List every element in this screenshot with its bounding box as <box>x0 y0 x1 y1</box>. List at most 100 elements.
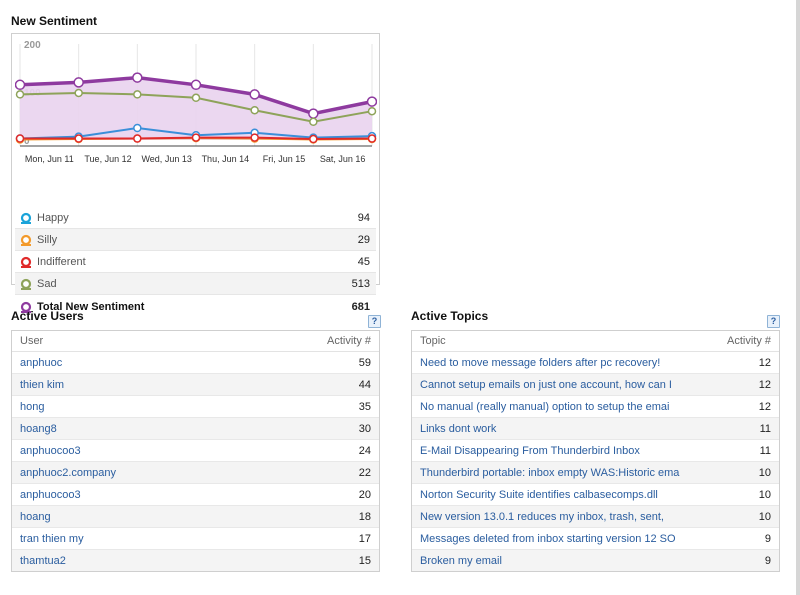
user-link[interactable]: hong <box>20 400 45 413</box>
topic-link[interactable]: Thunderbird portable: inbox empty WAS:Hi… <box>420 466 680 479</box>
legend-row[interactable]: Happy 94 <box>15 207 376 229</box>
activity-count: 18 <box>358 510 371 523</box>
data-point[interactable] <box>309 117 318 127</box>
data-point[interactable] <box>367 106 377 116</box>
activity-count: 30 <box>358 422 371 435</box>
activity-count: 20 <box>358 488 371 501</box>
data-point[interactable] <box>367 134 377 143</box>
table-row: No manual (really manual) option to setu… <box>412 396 779 418</box>
active-topics-help-icon[interactable]: ? <box>767 315 780 328</box>
activity-count: 17 <box>358 532 371 545</box>
table-row: hong 35 <box>12 396 379 418</box>
table-row: anphuocoo3 24 <box>12 440 379 462</box>
table-row: Links dont work 11 <box>412 418 779 440</box>
user-link[interactable]: anphuocoo3 <box>20 488 81 501</box>
data-point[interactable] <box>132 72 143 83</box>
activity-count: 9 <box>764 554 771 567</box>
user-link[interactable]: tran thien my <box>20 532 84 545</box>
data-point[interactable] <box>133 134 142 143</box>
topic-link[interactable]: E-Mail Disappearing From Thunderbird Inb… <box>420 444 640 457</box>
x-tick-label: Fri, Jun 15 <box>263 154 306 164</box>
user-link[interactable]: hoang <box>20 510 51 523</box>
active-topics-title: Active Topics <box>411 309 489 323</box>
legend-value: 45 <box>357 255 370 268</box>
column-header-activity[interactable]: Activity # <box>326 335 371 347</box>
data-point[interactable] <box>133 90 142 99</box>
legend-value: 29 <box>357 233 370 246</box>
series-marker-icon <box>15 301 37 313</box>
data-point[interactable] <box>309 134 318 144</box>
legend-label: Sad <box>37 277 57 290</box>
table-row: thien kim 44 <box>12 374 379 396</box>
topic-link[interactable]: New version 13.0.1 reduces my inbox, tra… <box>420 510 664 523</box>
column-header-user[interactable]: User <box>20 335 44 347</box>
user-link[interactable]: anphuocoo3 <box>20 444 81 457</box>
data-point[interactable] <box>74 88 83 98</box>
topic-link[interactable]: Links dont work <box>420 422 497 435</box>
x-tick-label: Thu, Jun 14 <box>202 154 250 164</box>
data-point[interactable] <box>308 108 319 119</box>
legend-label: Total New Sentiment <box>37 300 145 313</box>
data-point[interactable] <box>190 79 202 91</box>
table-header: Topic Activity # <box>412 331 779 352</box>
table-row: anphuocoo3 20 <box>12 484 379 506</box>
active-users-table: User Activity # anphuoc 59 thien kim 44 hong… <box>11 330 380 572</box>
data-point[interactable] <box>250 133 259 142</box>
topic-link[interactable]: Messages deleted from inbox starting ver… <box>420 532 676 545</box>
activity-count: 9 <box>764 532 771 545</box>
user-link[interactable]: thamtua2 <box>20 554 66 567</box>
user-link[interactable]: thien kim <box>20 378 65 391</box>
data-point[interactable] <box>250 105 259 115</box>
legend-value: 681 <box>351 300 370 313</box>
table-row: hoang 18 <box>12 506 379 528</box>
user-link[interactable]: anphuoc2.company <box>20 466 117 479</box>
table-row: E-Mail Disappearing From Thunderbird Inb… <box>412 440 779 462</box>
series-marker-icon <box>15 278 37 290</box>
table-row: Need to move message folders after pc re… <box>412 352 779 374</box>
data-point[interactable] <box>15 79 26 91</box>
window-scrollbar-edge <box>796 0 800 595</box>
activity-count: 35 <box>358 400 371 413</box>
data-point[interactable] <box>74 134 83 143</box>
activity-count: 59 <box>358 356 371 369</box>
topic-link[interactable]: Need to move message folders after pc re… <box>420 356 661 369</box>
users-rows: anphuoc 59 thien kim 44 hong 35 hoang8 30 anphuo… <box>12 352 379 571</box>
data-point[interactable] <box>191 133 201 142</box>
active-users-help-icon[interactable]: ? <box>368 315 381 328</box>
legend-value: 94 <box>357 211 370 224</box>
data-point[interactable] <box>366 96 377 107</box>
data-point[interactable] <box>249 89 260 100</box>
user-link[interactable]: anphuoc <box>20 356 63 369</box>
legend-row[interactable]: Sad 513 <box>15 273 376 295</box>
activity-count: 24 <box>358 444 371 457</box>
legend-row[interactable]: Silly 29 <box>15 229 376 251</box>
table-header: User Activity # <box>12 331 379 352</box>
data-point[interactable] <box>15 90 25 99</box>
activity-count: 10 <box>758 466 771 479</box>
data-point[interactable] <box>73 77 84 88</box>
active-users-title: Active Users <box>11 309 84 323</box>
topic-link[interactable]: Broken my email <box>420 554 502 567</box>
series-marker-icon <box>15 212 37 224</box>
activity-count: 22 <box>358 466 371 479</box>
column-header-topic[interactable]: Topic <box>420 335 446 347</box>
series-marker-icon <box>15 234 37 246</box>
data-point[interactable] <box>191 93 201 103</box>
data-point[interactable] <box>133 123 142 133</box>
table-row: Thunderbird portable: inbox empty WAS:Hi… <box>412 462 779 484</box>
active-topics-table: Topic Activity # Need to move message fo… <box>411 330 780 572</box>
activity-count: 10 <box>758 510 771 523</box>
data-point[interactable] <box>15 134 25 143</box>
legend-row[interactable]: Indifferent 45 <box>15 251 376 273</box>
legend-row-total[interactable]: Total New Sentiment 681 <box>15 295 376 318</box>
topic-link[interactable]: No manual (really manual) option to setu… <box>420 400 670 413</box>
activity-count: 12 <box>758 356 771 369</box>
column-header-activity[interactable]: Activity # <box>726 335 771 347</box>
topic-link[interactable]: Cannot setup emails on just one account,… <box>420 378 672 391</box>
topic-link[interactable]: Norton Security Suite identifies calbase… <box>420 488 658 501</box>
user-link[interactable]: hoang8 <box>20 422 57 435</box>
legend-label: Happy <box>37 211 69 224</box>
activity-count: 11 <box>759 444 771 457</box>
